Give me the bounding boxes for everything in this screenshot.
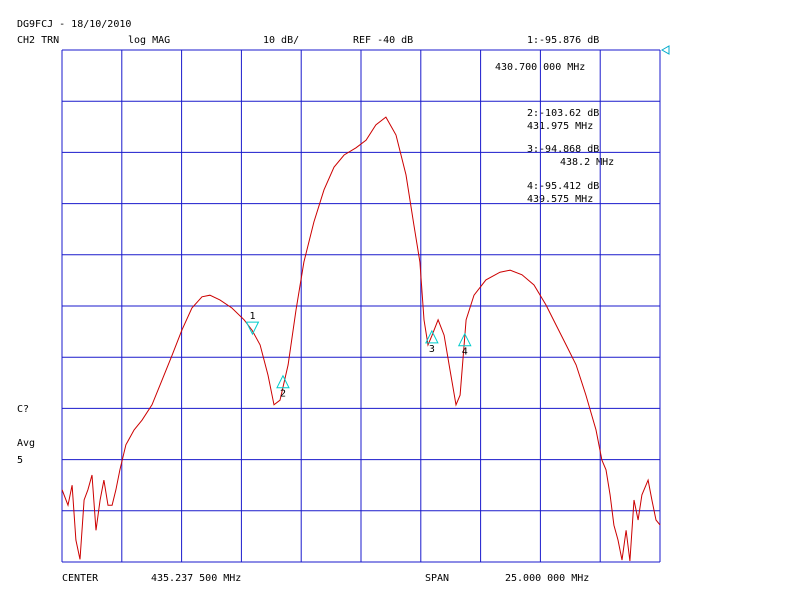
marker: [276, 374, 290, 389]
center-value: 435.237 500 MHz: [151, 573, 241, 584]
marker-label: 2: [280, 389, 286, 400]
marker-frequency: 438.2 MHz: [560, 157, 614, 168]
side-label: 5: [17, 455, 23, 466]
marker: [457, 332, 472, 347]
reference-indicator: [660, 45, 670, 55]
side-label: Avg: [17, 438, 35, 449]
marker-frequency: 431.975 MHz: [527, 121, 593, 132]
channel: CH2 TRN: [17, 35, 59, 46]
format: log MAG: [128, 35, 170, 46]
header: DG9FCJ - 18/10/2010: [17, 19, 131, 30]
marker: [425, 329, 439, 344]
span-label: SPAN: [425, 573, 449, 584]
marker-readout: 2:-103.62 dB: [527, 108, 599, 119]
trace: [61, 116, 661, 562]
marker-readout: 3:-94.868 dB: [527, 144, 599, 155]
marker-readout: 4:-95.412 dB: [527, 181, 599, 192]
marker-readout: 1:-95.876 dB: [527, 35, 599, 46]
reference: REF -40 dB: [353, 35, 413, 46]
span-value: 25.000 000 MHz: [505, 573, 589, 584]
marker: [245, 321, 260, 336]
side-label: C?: [17, 404, 29, 415]
marker-frequency: 439.575 MHz: [527, 194, 593, 205]
marker-label: 3: [429, 344, 435, 355]
marker-label: 4: [462, 347, 468, 358]
scale: 10 dB/: [263, 35, 299, 46]
marker-label: 1: [249, 311, 255, 322]
center-label: CENTER: [62, 573, 99, 584]
